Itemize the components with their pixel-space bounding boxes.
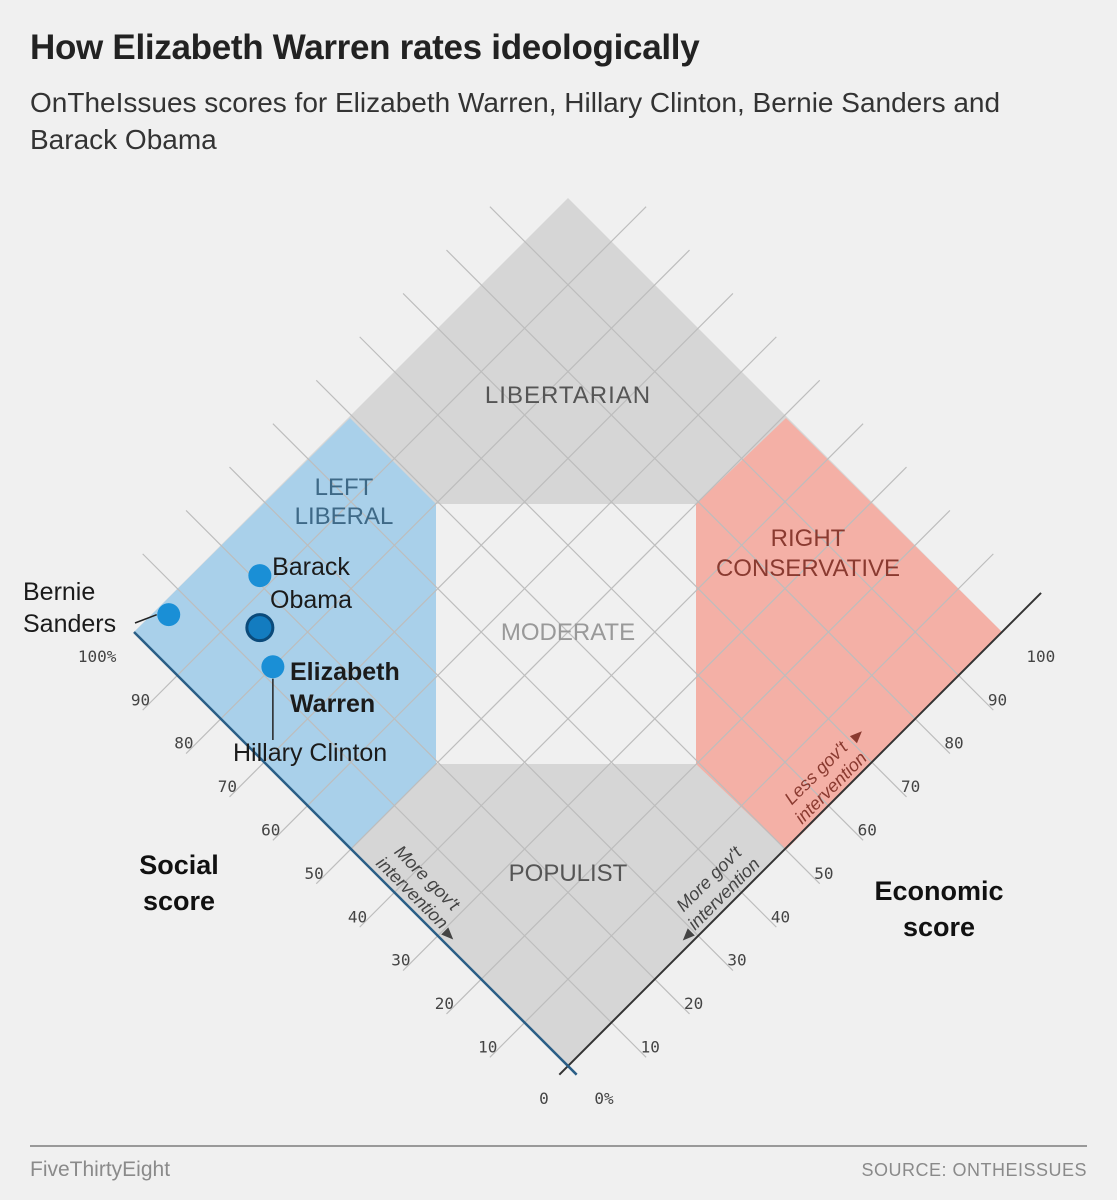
point-elizabeth-warren[interactable]	[245, 613, 275, 643]
economic-axis-line	[558, 592, 1042, 1076]
region-populist-label: POPULIST	[509, 860, 628, 887]
economic-tick-label: 40	[771, 907, 790, 926]
economic-tick-label: 10	[641, 1037, 660, 1056]
social-tick-label: 80	[174, 734, 193, 753]
economic-tick-label: 80	[944, 734, 963, 753]
region-moderate-label: MODERATE	[501, 619, 635, 646]
footer-brand: FiveThirtyEight	[30, 1158, 171, 1181]
gridline-economic	[446, 249, 951, 754]
economic-tick-label: 20	[684, 994, 703, 1013]
economic-zero-label: 0%	[594, 1089, 614, 1108]
economic-tick-label: 50	[814, 864, 833, 883]
social-tick-label: 60	[261, 820, 280, 839]
social-tick-label: 50	[304, 864, 323, 883]
label-bernie-sanders: Sanders	[23, 610, 116, 638]
economic-tick-label: 100	[1026, 647, 1055, 666]
social-axis-title: score	[143, 886, 215, 916]
footer-rule	[30, 1145, 1087, 1147]
social-axis-line	[133, 631, 578, 1076]
label-elizabeth-warren: Warren	[290, 690, 375, 718]
social-tick-label: 100%	[78, 647, 117, 666]
economic-high-annotation-arrow	[849, 731, 862, 744]
social-tick-label: 20	[435, 994, 454, 1013]
economic-tick-label: 90	[988, 690, 1007, 709]
gridline-economic	[489, 206, 994, 711]
point-barack-obama[interactable]	[248, 564, 272, 588]
label-bernie-sanders: Bernie	[23, 578, 95, 606]
leader-bernie-sanders	[134, 613, 157, 624]
gridline-economic	[359, 336, 864, 841]
chart-title: How Elizabeth Warren rates ideologically	[30, 28, 700, 67]
footer-source: SOURCE: ONTHEISSUES	[861, 1160, 1087, 1180]
label-hillary-clinton: Hillary Clinton	[233, 739, 387, 767]
economic-axis-title: score	[903, 912, 975, 942]
social-tick-label: 70	[218, 777, 237, 796]
social-tick-label: 30	[391, 951, 410, 970]
gridline-social	[229, 293, 734, 798]
label-barack-obama: Obama	[270, 586, 352, 614]
gridline-social	[272, 336, 777, 841]
chart-subtitle: OnTheIssues scores for Elizabeth Warren,…	[30, 87, 1001, 155]
point-bernie-sanders[interactable]	[157, 603, 181, 627]
region-right-conservative-label: RIGHT	[771, 525, 846, 552]
point-hillary-clinton[interactable]	[261, 655, 285, 679]
region-right-conservative-fill	[696, 418, 1002, 850]
social-tick-label: 40	[348, 907, 367, 926]
region-left-liberal-label: LEFT	[315, 474, 374, 501]
social-zero-label: 0	[539, 1089, 549, 1108]
economic-tick-label: 60	[858, 820, 877, 839]
economic-axis-title: Economic	[874, 876, 1003, 906]
region-left-liberal-label: LIBERAL	[295, 503, 394, 530]
social-tick-label: 90	[131, 690, 150, 709]
social-low-annotation-arrow	[441, 927, 454, 940]
economic-low-annotation-arrow	[682, 928, 695, 941]
economic-tick-label: 70	[901, 777, 920, 796]
region-left-liberal-fill	[134, 418, 436, 850]
gridline-social	[142, 206, 647, 711]
region-right-conservative-label: CONSERVATIVE	[716, 555, 900, 582]
region-libertarian-label: LIBERTARIAN	[485, 382, 651, 409]
social-tick-label: 10	[478, 1037, 497, 1056]
label-barack-obama: Barack	[272, 553, 350, 581]
economic-tick-label: 30	[727, 951, 746, 970]
label-elizabeth-warren: Elizabeth	[290, 658, 400, 686]
gridline-social	[315, 379, 821, 885]
social-axis-title: Social	[139, 850, 219, 880]
gridline-economic	[402, 293, 907, 798]
